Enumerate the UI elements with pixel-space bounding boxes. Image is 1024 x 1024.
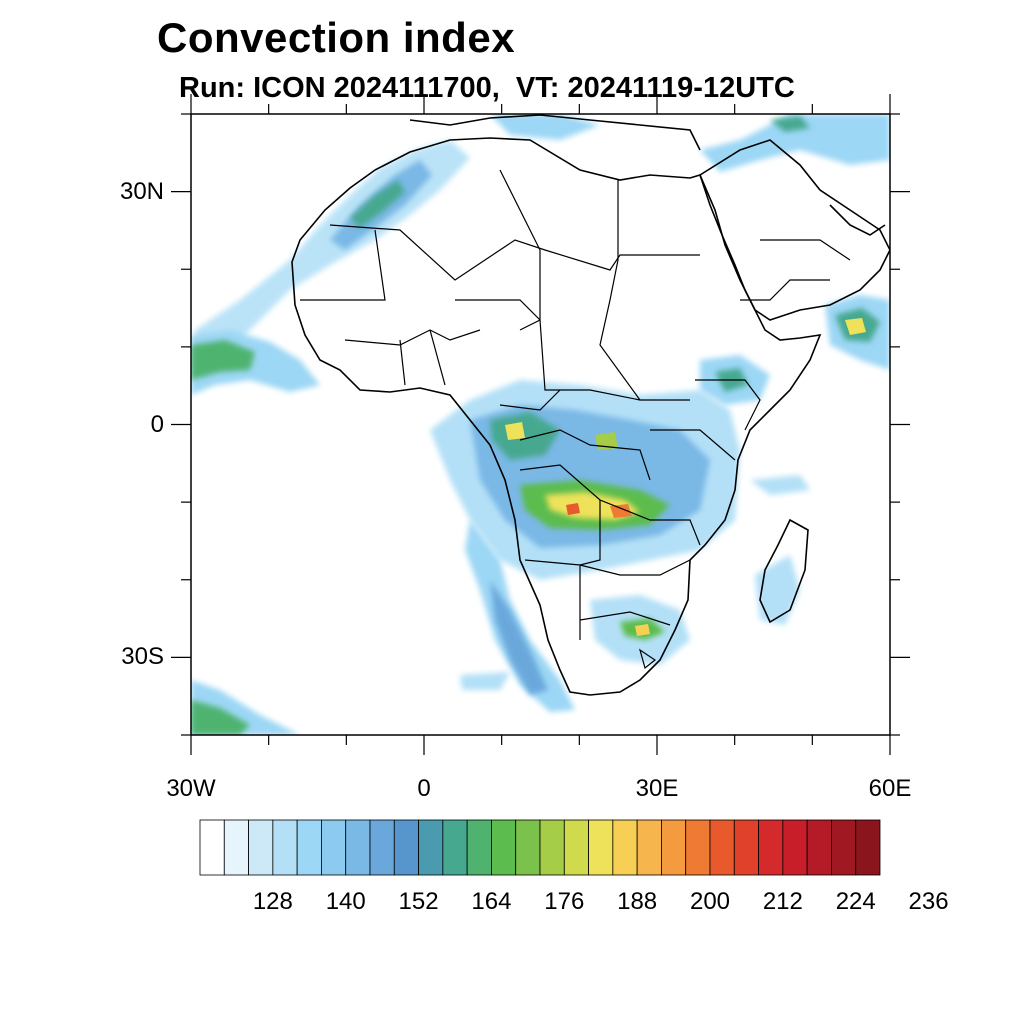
x-tick-label: 60E [868,775,912,802]
colorbar-box [491,819,517,876]
colorbar-label: 212 [762,888,803,915]
colorbar-label: 176 [544,888,585,915]
colorbar-box [685,819,711,876]
colorbar-label: 188 [617,888,658,915]
colorbar-box [782,819,808,876]
colorbar-label: 164 [471,888,512,915]
colorbar-box [393,819,419,876]
map-title: Convection index [157,14,516,61]
colorbar-box [612,819,638,876]
y-tick-label: 0 [150,410,164,438]
country-borders [300,169,851,670]
colorbar-label: 236 [908,888,949,915]
colorbar-box [588,819,614,876]
colorbar-box [272,819,298,876]
x-tick-label: 30E [635,775,679,802]
colorbar-label: 224 [835,888,876,915]
colorbar [199,819,881,876]
colorbar-box [733,819,759,876]
colorbar-box [855,819,881,876]
colorbar-box [296,819,322,876]
colorbar-box [223,819,249,876]
axis-ticks [171,94,910,755]
persian-gulf [829,204,886,236]
colorbar-box [369,819,395,876]
colorbar-box [418,819,444,876]
x-tick-label: 30W [166,775,216,802]
colorbar-label: 152 [398,888,439,915]
convection-field [191,114,890,735]
africa-coastline [291,137,822,696]
colorbar-box [345,819,371,876]
colorbar-box [466,819,492,876]
colorbar-label: 200 [689,888,731,915]
colorbar-box [539,819,565,876]
y-tick-label: 30S [121,643,164,671]
x-tick-label: 0 [417,775,431,802]
colorbar-box [515,819,541,876]
colorbar-box [661,819,687,876]
coastlines [291,114,890,696]
colorbar-box [806,819,832,876]
colorbar-box [758,819,784,876]
colorbar-label: 128 [252,888,293,915]
colorbar-box [442,819,468,876]
colorbar-box [636,819,662,876]
colorbar-box [321,819,347,876]
colorbar-label: 140 [325,888,366,915]
colorbar-box [709,819,735,876]
colorbar-box [831,819,857,876]
colorbar-box [248,819,274,876]
map-subtitle: Run: ICON 2024111700, VT: 20241119-12UTC [179,72,795,104]
arabia-coastline [699,139,890,321]
madagascar-coastline [759,518,809,624]
colorbar-box [563,819,589,876]
y-tick-label: 30N [119,177,164,205]
mediterranean-coast [409,114,701,151]
colorbar-box [199,819,225,876]
